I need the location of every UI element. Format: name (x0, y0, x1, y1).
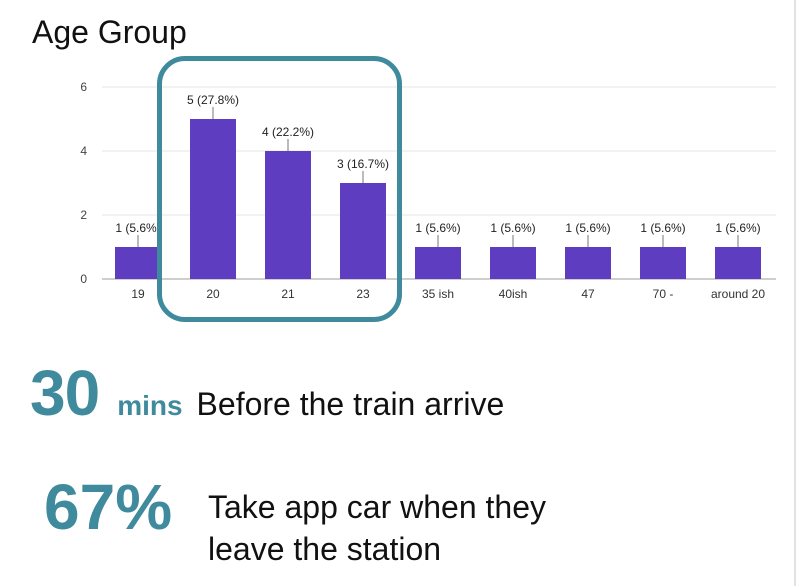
bar (190, 119, 236, 279)
travel-time-stat: 30 mins Before the train arrive (30, 356, 504, 430)
travel-time-unit: mins (117, 390, 183, 421)
highlight-box-20-21-23 (157, 56, 402, 322)
bar (265, 151, 311, 279)
app-car-percentage: 67% (44, 471, 173, 543)
data-label: 5 (27.8%) (187, 93, 239, 107)
travel-time-value: 30 (30, 357, 100, 429)
bar (115, 247, 161, 279)
x-tick-label: 47 (581, 287, 595, 301)
x-tick-label: around 20 (711, 287, 765, 301)
y-tick-label: 2 (80, 208, 87, 222)
x-tick-label: 21 (281, 287, 295, 301)
age-group-bar-chart: 0 2 4 6 1 (5.6%) 19 5 (27.8%) 20 4 (22.2%) 21 3 (1… (80, 80, 776, 301)
x-tick-label: 19 (131, 287, 145, 301)
x-tick-label: 35 ish (422, 287, 454, 301)
x-tick-label: 70 - (653, 287, 674, 301)
travel-time-description: Before the train arrive (196, 386, 505, 422)
y-tick-label: 6 (80, 80, 87, 94)
x-tick-label: 40ish (499, 287, 528, 301)
chart-title: Age Group (32, 14, 187, 50)
bar (415, 247, 461, 279)
bar (565, 247, 611, 279)
data-label: 1 (5.6%) (640, 221, 685, 235)
data-label: 1 (5.6%) (565, 221, 610, 235)
data-label: 1 (5.6%) (490, 221, 535, 235)
y-tick-label: 0 (80, 272, 87, 286)
data-label: 1 (5.6%) (115, 221, 160, 235)
data-label: 3 (16.7%) (337, 157, 389, 171)
x-tick-label: 23 (356, 287, 370, 301)
bar (340, 183, 386, 279)
bar (490, 247, 536, 279)
y-tick-label: 4 (80, 144, 87, 158)
bar (715, 247, 761, 279)
data-label: 4 (22.2%) (262, 125, 314, 139)
app-car-description: Take app car when they leave the station (208, 489, 546, 567)
data-label: 1 (5.6%) (715, 221, 760, 235)
data-label: 1 (5.6%) (415, 221, 460, 235)
x-tick-label: 20 (206, 287, 220, 301)
bar (640, 247, 686, 279)
